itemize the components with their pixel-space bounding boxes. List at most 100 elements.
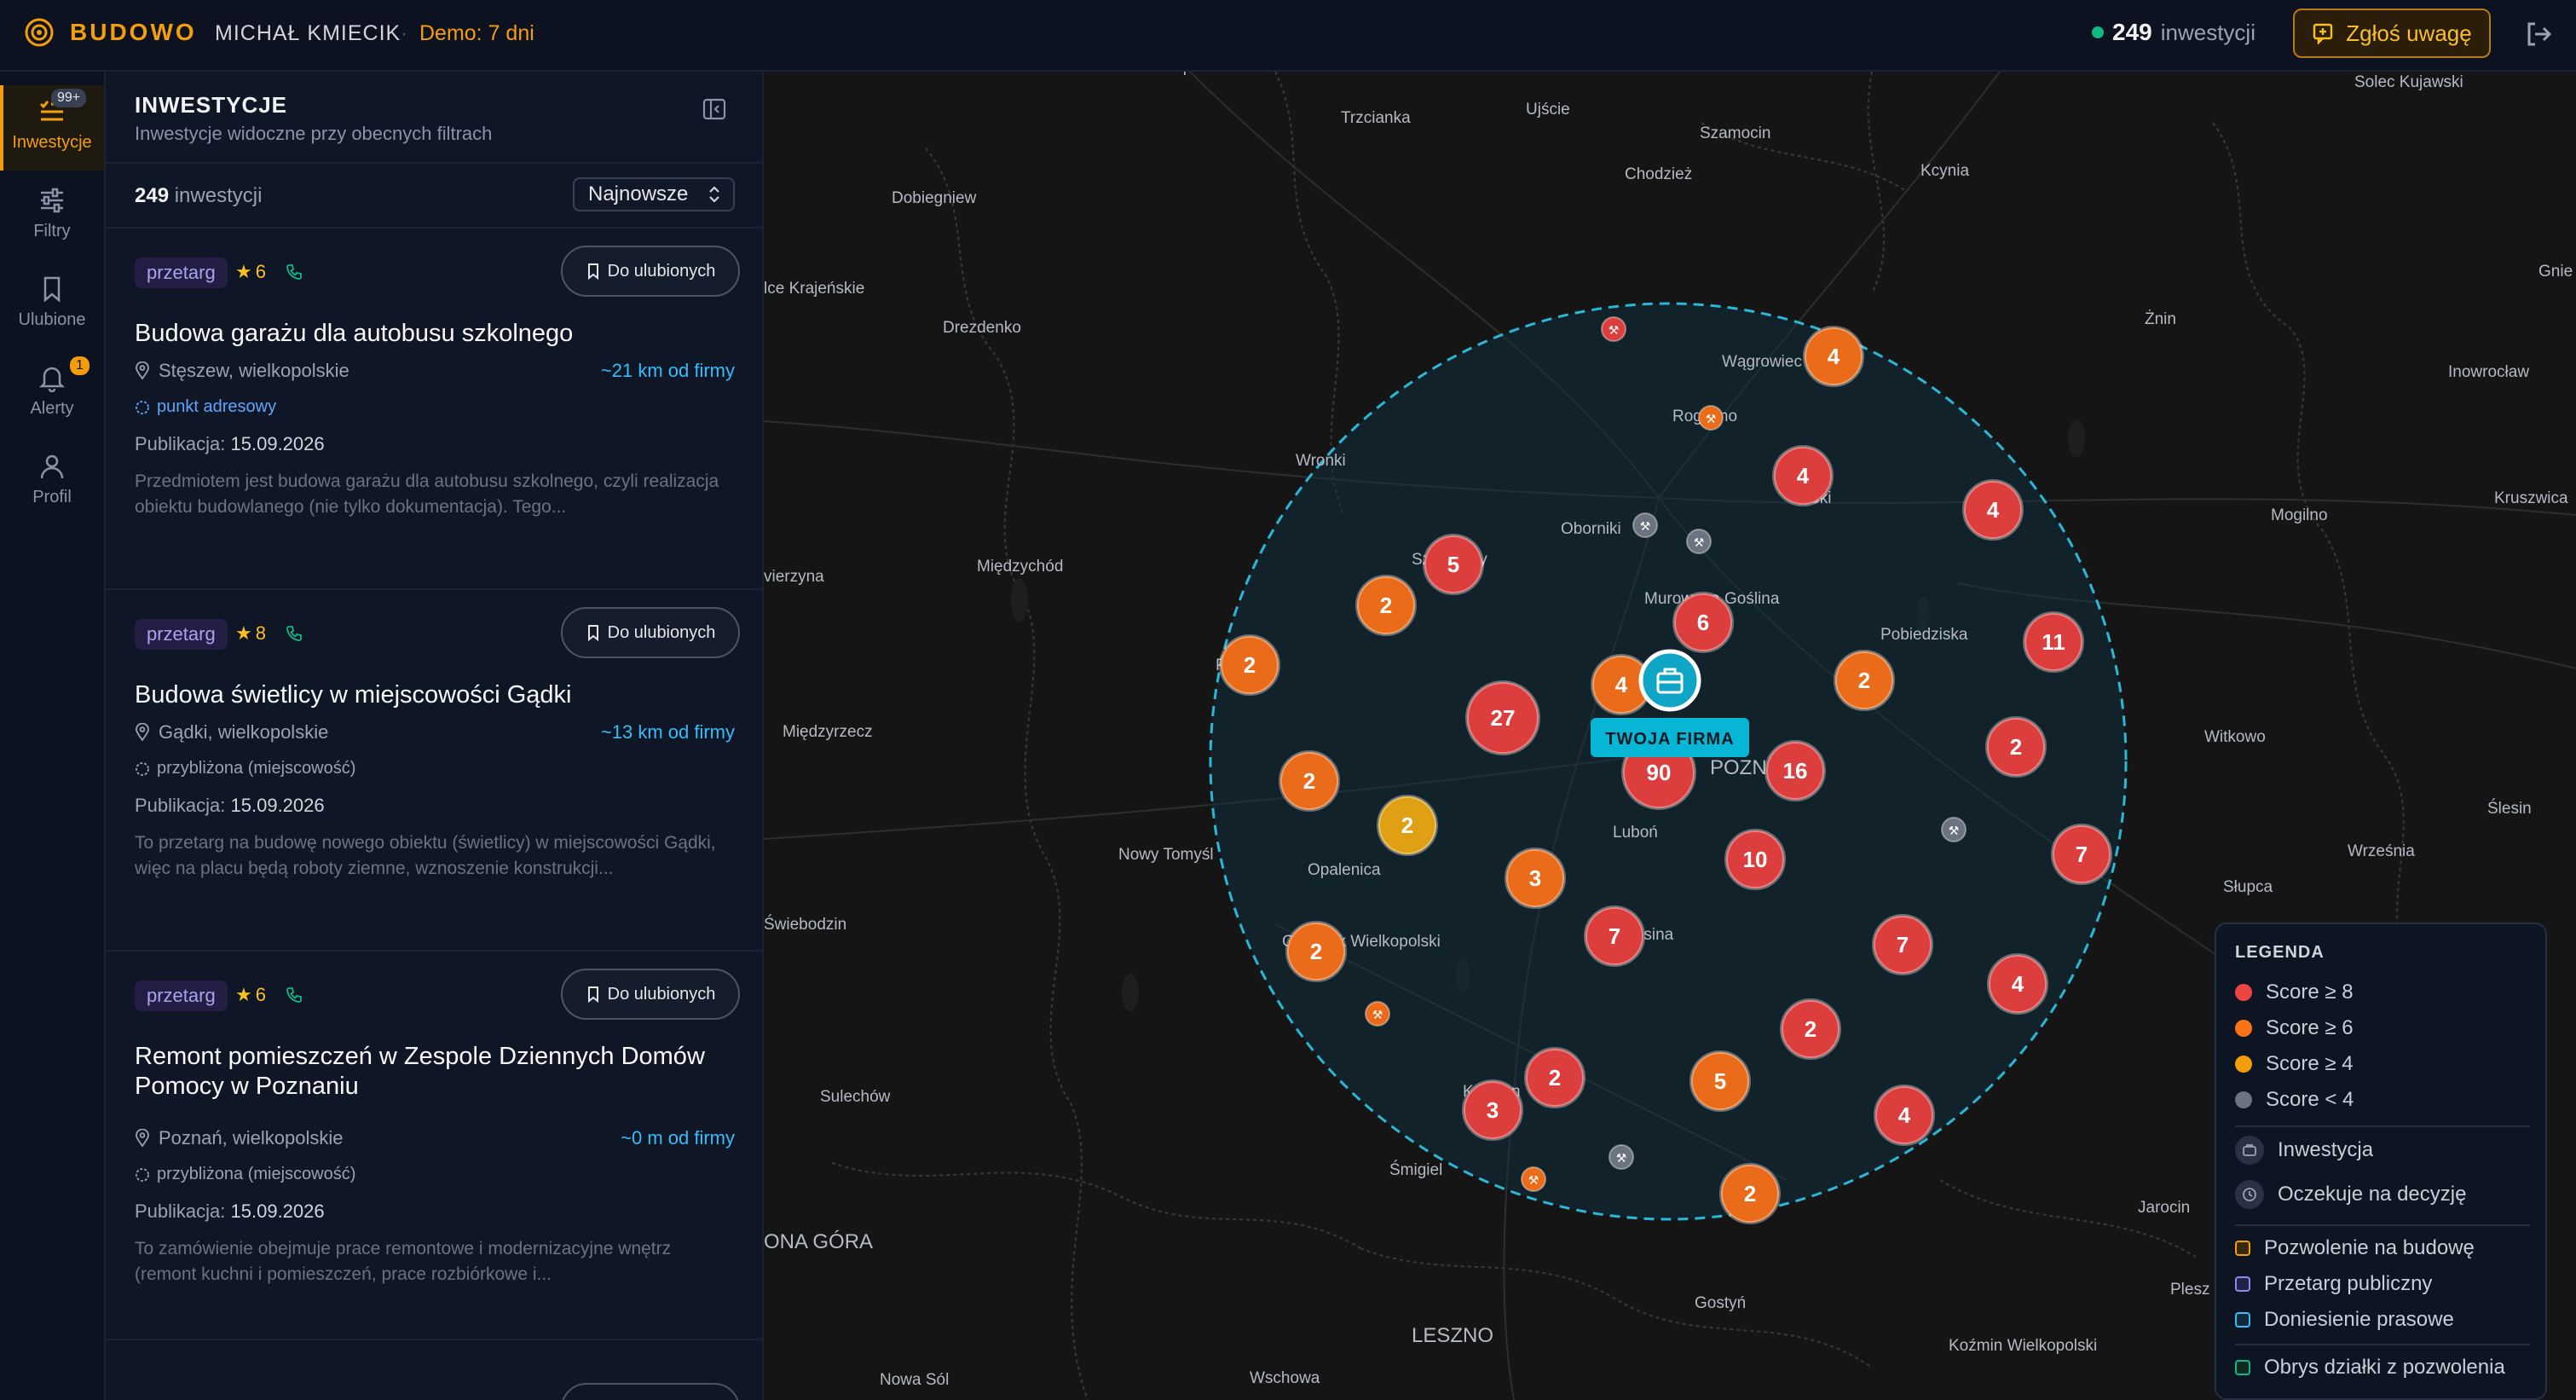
cluster-count: 2 [2010, 734, 2022, 760]
rail-label-filters: Filtry [33, 222, 71, 240]
cluster-marker[interactable]: 2 [1279, 750, 1340, 812]
score-rating: ★ 6 [235, 261, 266, 283]
add-to-favorites-button[interactable]: Do ulubionych [561, 246, 740, 297]
cluster-marker[interactable]: 2 [1985, 716, 2047, 778]
logout-icon[interactable] [2523, 19, 2554, 49]
cluster-marker[interactable]: 2 [1355, 575, 1417, 636]
investment-card[interactable]: przetarg ★ 8 Do ulubionych Budowa świetli… [106, 590, 762, 952]
crosshair-icon [136, 761, 149, 776]
brand[interactable]: BUDOWO [24, 17, 197, 48]
add-to-favorites-button[interactable]: Do ulubionych [561, 607, 740, 658]
place-label: Gnie [2538, 263, 2573, 281]
investment-pin[interactable]: ⚒ [1632, 512, 1658, 538]
geo-precision: punkt adresowy [135, 397, 276, 417]
rail-item-alerts[interactable]: Alerty 1 [0, 351, 104, 437]
score-dot [2235, 984, 2252, 1001]
panel-title: INWESTYCJE [135, 92, 288, 118]
cluster-marker[interactable]: 5 [1423, 534, 1484, 595]
investment-pin[interactable]: ⚒ [1609, 1144, 1634, 1170]
location-text: Gądki, wielkopolskie [159, 721, 329, 743]
location-row: Gądki, wielkopolskie [135, 721, 328, 743]
divider [2235, 1224, 2530, 1226]
distance: ~21 km od firmy [600, 360, 735, 381]
cluster-marker[interactable]: 2 [1719, 1163, 1781, 1224]
investment-pin[interactable]: ⚒ [1365, 1001, 1390, 1027]
cluster-marker[interactable]: 3 [1505, 848, 1566, 909]
cluster-marker[interactable]: 16 [1765, 740, 1826, 801]
report-issue-button[interactable]: Zgłoś uwagę [2293, 9, 2491, 58]
cluster-marker[interactable]: 4 [1874, 1085, 1935, 1146]
publication-value: 15.09.2026 [230, 433, 325, 454]
clock-icon [2235, 1180, 2264, 1209]
cluster-marker[interactable]: 4 [1772, 445, 1834, 506]
place-label: Dobiegniew [892, 189, 977, 207]
cluster-marker[interactable]: 4 [1987, 953, 2048, 1015]
investment-pin[interactable]: ⚒ [1521, 1166, 1546, 1192]
cluster-markers[interactable]: 4 4 4 5 2 6 11 2 4 2 27 2 90 16 2 2 7 10… [1219, 326, 2112, 1224]
add-to-favorites-button[interactable]: Do ulubionych [561, 969, 740, 1020]
investment-pin[interactable]: ⚒ [1686, 529, 1712, 554]
investment-pin[interactable]: ⚒ [1941, 817, 1967, 842]
investment-card[interactable]: przetarg ★ 6 Do ulubionych Budowa garażu … [106, 229, 762, 590]
live-status-dot [2092, 26, 2104, 38]
place-label: Ujście [1526, 101, 1570, 119]
cluster-marker[interactable]: 10 [1724, 829, 1786, 890]
place-label: Nowy Tomyśl [1118, 846, 1214, 864]
cluster-marker[interactable]: 5 [1689, 1050, 1751, 1112]
cluster-marker[interactable]: 2 [1285, 921, 1347, 982]
alerts-badge: 1 [70, 356, 90, 375]
card-title[interactable]: Budowa garażu dla autobusu szkolnego [135, 320, 574, 347]
investment-card[interactable]: przetarg ★ 6 Do ulubionych Remont pomiesz… [106, 952, 762, 1340]
investment-pin[interactable]: ⚒ [1698, 405, 1724, 431]
cluster-count: 10 [1743, 847, 1768, 872]
legend-score-4: Score ≥ 4 [2235, 1052, 2354, 1076]
rail-label-profile: Profil [32, 488, 72, 506]
rail-label-investments: Inwestycje [12, 133, 92, 152]
rail-item-profile[interactable]: Profil [0, 440, 104, 525]
rail-item-filters[interactable]: Filtry [0, 174, 104, 259]
cluster-marker[interactable]: 4 [1591, 654, 1652, 715]
cluster-marker[interactable]: 11 [2023, 611, 2084, 673]
cluster-count: 2 [1549, 1065, 1561, 1090]
cluster-marker[interactable]: 7 [2051, 824, 2112, 885]
target-logo-icon [25, 18, 54, 47]
cluster-marker[interactable]: 2 [1219, 634, 1280, 696]
legend-score-8: Score ≥ 8 [2235, 981, 2354, 1004]
next-card-favorites-button[interactable] [561, 1383, 740, 1400]
place-label: Słupca [2223, 878, 2273, 896]
place-label: Wschowa [1250, 1369, 1320, 1387]
investment-pin[interactable]: ⚒ [1601, 316, 1626, 342]
legend-label: Score ≥ 8 [2266, 981, 2354, 1004]
cluster-marker[interactable]: 3 [1462, 1079, 1523, 1141]
rail-item-favorites[interactable]: Ulubione [0, 263, 104, 348]
score-dot [2235, 1091, 2252, 1108]
cluster-marker[interactable]: 2 [1780, 998, 1841, 1060]
chevron-updown-icon [709, 186, 719, 203]
pin-markers[interactable]: ⚒ ⚒ ⚒ ⚒ ⚒ ⚒ ⚒ ⚒ [1365, 316, 1967, 1192]
score-value: 8 [255, 622, 266, 644]
favorites-label: Do ulubionych [607, 622, 716, 642]
cluster-marker[interactable]: 7 [1872, 914, 1933, 975]
cluster-marker[interactable]: 2 [1834, 650, 1895, 711]
cluster-marker[interactable]: 27 [1465, 680, 1540, 755]
collapse-panel-icon[interactable] [702, 97, 726, 121]
cluster-marker[interactable]: 6 [1672, 592, 1734, 653]
card-title[interactable]: Remont pomieszczeń w Zespole Dziennych D… [135, 1043, 705, 1100]
phone-icon [286, 987, 302, 1003]
legend-label: Obrys działki z pozwolenia [2264, 1356, 2505, 1379]
rail-item-investments[interactable]: Inwestycje 99+ [0, 85, 104, 171]
sort-select[interactable]: Najnowsze [573, 177, 735, 211]
briefcase-icon [1656, 668, 1684, 694]
cluster-count: 4 [2012, 971, 2024, 997]
rail-label-favorites: Ulubione [18, 310, 86, 329]
place-label: Trzcianka [1341, 109, 1411, 127]
cluster-marker[interactable]: 4 [1803, 326, 1864, 387]
map-canvas[interactable]: Trzcianka Ujście Szamocin Chodzież Kcyni… [764, 72, 2576, 1400]
card-title[interactable]: Budowa świetlicy w miejscowości Gądki [135, 681, 572, 709]
place-label: Międzychód [977, 558, 1063, 576]
cluster-marker[interactable]: 7 [1584, 905, 1645, 967]
cluster-marker[interactable]: 2 [1377, 795, 1438, 856]
company-marker[interactable] [1638, 649, 1701, 712]
cluster-marker[interactable]: 2 [1524, 1047, 1585, 1108]
cluster-marker[interactable]: 4 [1962, 479, 2024, 541]
